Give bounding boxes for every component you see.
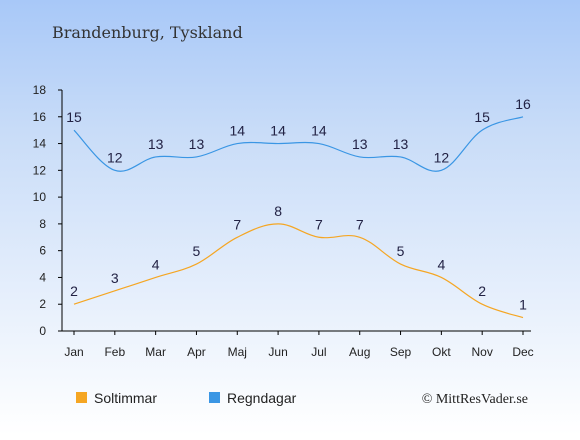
y-tick-label: 0 bbox=[39, 324, 46, 338]
data-label-soltimmar: 5 bbox=[397, 243, 405, 259]
series-line-regndagar bbox=[73, 116, 524, 172]
y-tick-label: 4 bbox=[39, 270, 46, 284]
x-tick-label: Mar bbox=[145, 345, 166, 359]
x-tick-label: Sep bbox=[390, 345, 412, 359]
y-tick-label: 16 bbox=[33, 110, 47, 124]
y-tick-label: 12 bbox=[33, 163, 47, 177]
copyright-text: © MittResVader.se bbox=[422, 392, 528, 407]
data-label-regndagar: 12 bbox=[434, 149, 450, 165]
y-tick-label: 6 bbox=[39, 244, 46, 258]
x-tick-label: Jul bbox=[311, 345, 326, 359]
legend-label-regndagar: Regndagar bbox=[227, 390, 297, 406]
data-label-regndagar: 14 bbox=[311, 123, 327, 139]
data-label-soltimmar: 2 bbox=[478, 283, 486, 299]
data-label-soltimmar: 1 bbox=[519, 297, 527, 313]
data-label-regndagar: 15 bbox=[66, 109, 82, 125]
data-label-regndagar: 16 bbox=[515, 96, 531, 112]
y-tick-label: 18 bbox=[33, 83, 47, 97]
data-label-soltimmar: 7 bbox=[356, 216, 364, 232]
data-label-soltimmar: 3 bbox=[111, 270, 119, 286]
x-tick-label: Maj bbox=[228, 345, 247, 359]
x-tick-label: Aug bbox=[349, 345, 370, 359]
data-label-soltimmar: 7 bbox=[233, 216, 241, 232]
data-label-regndagar: 14 bbox=[229, 123, 245, 139]
data-label-regndagar: 14 bbox=[270, 123, 286, 139]
legend-swatch-regndagar bbox=[209, 392, 220, 403]
x-tick-label: Okt bbox=[432, 345, 451, 359]
y-tick-label: 10 bbox=[33, 190, 47, 204]
data-label-regndagar: 13 bbox=[393, 136, 409, 152]
data-label-regndagar: 13 bbox=[189, 136, 205, 152]
y-ticks: 0 2 4 6 8 10 12 14 16 18 bbox=[33, 83, 62, 338]
y-tick-label: 2 bbox=[39, 297, 46, 311]
chart-title: Brandenburg, Tyskland bbox=[52, 23, 243, 42]
x-tick-label: Jun bbox=[268, 345, 287, 359]
data-label-regndagar: 12 bbox=[107, 149, 123, 165]
x-tick-label: Jan bbox=[64, 345, 83, 359]
data-label-regndagar: 15 bbox=[474, 109, 490, 125]
data-label-regndagar: 13 bbox=[352, 136, 368, 152]
legend: Soltimmar Regndagar bbox=[76, 390, 297, 406]
y-tick-label: 8 bbox=[39, 217, 46, 231]
series-line-soltimmar bbox=[73, 223, 524, 319]
data-label-soltimmar: 7 bbox=[315, 216, 323, 232]
x-tick-label: Dec bbox=[512, 345, 533, 359]
data-label-soltimmar: 2 bbox=[70, 283, 78, 299]
data-label-soltimmar: 5 bbox=[193, 243, 201, 259]
data-label-soltimmar: 4 bbox=[437, 256, 445, 272]
data-label-regndagar: 13 bbox=[148, 136, 164, 152]
x-tick-label: Nov bbox=[472, 345, 493, 359]
series-group bbox=[73, 116, 524, 319]
y-tick-label: 14 bbox=[33, 137, 47, 151]
data-labels: 2 3 4 5 7 8 7 7 5 4 2 1 15 12 13 13 14 14 14 13 13 12 15 16 bbox=[66, 96, 531, 313]
x-tick-label: Apr bbox=[187, 345, 206, 359]
legend-swatch-soltimmar bbox=[76, 392, 87, 403]
legend-label-soltimmar: Soltimmar bbox=[94, 390, 157, 406]
x-ticks: Jan Feb Mar Apr Maj Jun Jul Aug Sep Okt Nov Dec bbox=[64, 331, 534, 359]
data-label-soltimmar: 4 bbox=[152, 256, 160, 272]
data-label-soltimmar: 8 bbox=[274, 203, 282, 219]
axes bbox=[61, 90, 531, 332]
x-tick-label: Feb bbox=[104, 345, 125, 359]
